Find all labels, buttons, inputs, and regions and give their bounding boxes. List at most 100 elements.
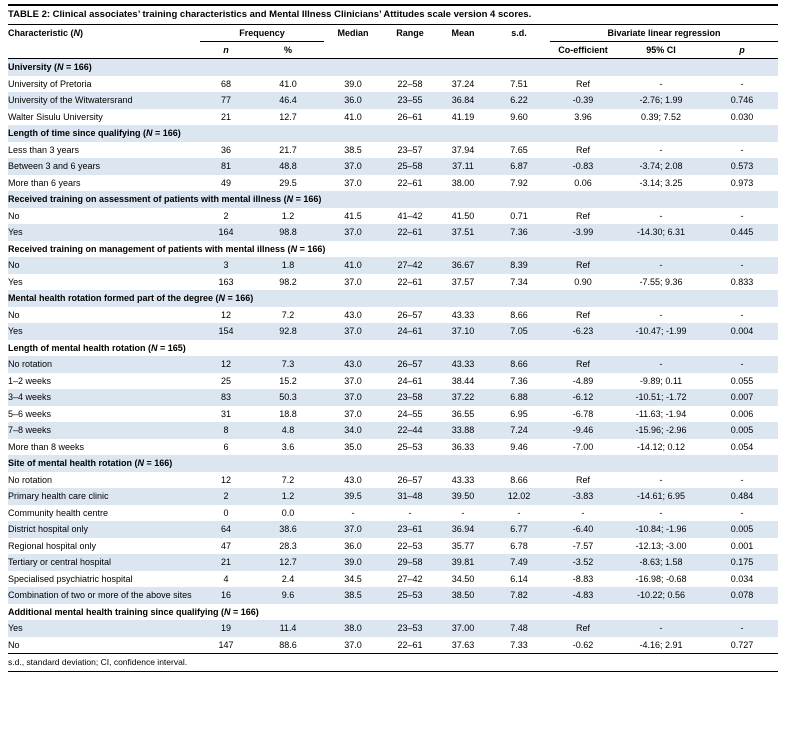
value-cell: - (659, 359, 663, 369)
value-cell: 38.6 (279, 524, 297, 534)
characteristic-cell: 5–6 weeks (8, 408, 52, 419)
value-cell: 47 (220, 540, 231, 551)
value-cell: 2 (223, 491, 229, 501)
value-cell: Ref (576, 260, 591, 270)
characteristic-cell: Yes (8, 623, 23, 633)
value-cell: 37.0 (344, 276, 362, 287)
value-cell: Ref (576, 210, 591, 221)
value-cell: - (740, 260, 744, 270)
value-cell: 9.60 (510, 111, 528, 122)
value-cell: -14.30; 6.31 (636, 227, 686, 237)
value-cell: 147 (200, 636, 252, 654)
value-cell: 7.82 (510, 590, 528, 600)
value-cell: 21.7 (279, 144, 297, 155)
value-cell: 3.96 (574, 111, 592, 122)
value-cell: - (740, 623, 744, 633)
value-cell: 29–58 (397, 557, 423, 567)
value-cell: 41–42 (397, 210, 423, 221)
value-cell: 0.90 (574, 276, 592, 287)
value-cell: 37.0 (344, 161, 362, 171)
value-cell: 0.004 (730, 326, 754, 336)
value-cell: 36.0 (344, 540, 362, 551)
value-cell: 34.0 (344, 425, 362, 435)
value-cell: Ref (576, 309, 591, 320)
value-cell: - (740, 359, 744, 369)
value-cell: 7.48 (510, 623, 528, 633)
data-row: No 12 7.2 43.0 26–57 43.33 8.66 Ref - - (8, 307, 778, 324)
value-cell: 4.8 (281, 425, 295, 435)
value-cell: 43.0 (344, 309, 362, 320)
column-header-n: n (200, 41, 252, 59)
value-cell: 0.445 (730, 227, 754, 237)
value-cell: -8.83 (572, 573, 594, 584)
data-row: Between 3 and 6 years 81 48.8 37.0 25–58 37.1… (8, 158, 779, 175)
value-cell: 6.77 (510, 524, 528, 534)
value-cell: 8 (223, 425, 229, 435)
value-cell: 38.0 (344, 623, 362, 633)
value-cell: -7.57 (572, 540, 594, 551)
value-cell: 12.7 (279, 111, 297, 122)
column-header-range: Range (382, 24, 439, 59)
value-cell: 0.06 (574, 177, 592, 188)
value-cell: 41.0 (344, 111, 362, 122)
data-row: University of Pretoria 68 41.0 39.0 22–58 37.… (8, 76, 778, 93)
value-cell: -3.74; 2.08 (639, 161, 683, 171)
data-row: No 3 1.8 41.0 27–42 36.67 8.39 Ref - - (8, 257, 779, 274)
value-cell: - (581, 507, 585, 518)
value-cell: 12.02 (507, 491, 531, 501)
data-row: No rotation 12 7.2 43.0 26–57 43.33 8.66 Ref - - (8, 472, 778, 489)
value-cell: 37.0 (344, 177, 362, 188)
value-cell: 43.0 (344, 474, 362, 485)
value-cell: Ref (576, 359, 591, 369)
value-cell: 36.84 (451, 95, 475, 105)
value-cell: 88.6 (252, 636, 325, 654)
value-cell: -11.63; -1.94 (635, 408, 687, 419)
value-cell: 37.0 (344, 227, 362, 237)
data-row: Primary health care clinic 2 1.2 39.5 31–48 3… (8, 488, 779, 505)
value-cell: - (659, 507, 663, 518)
data-row: Yes 163 98.2 37.0 22–61 37.57 7.34 0.90 -7.55; 9… (8, 274, 778, 291)
value-cell: 8.39 (510, 260, 528, 270)
value-cell: - (659, 474, 663, 485)
data-row: 5–6 weeks 31 18.8 37.0 24–55 36.55 6.95 -6.78 -1… (8, 406, 778, 423)
value-cell: 6 (223, 441, 229, 452)
value-cell: 19 (220, 623, 231, 633)
value-cell: 12 (220, 359, 231, 369)
value-cell: 39.0 (344, 78, 362, 89)
value-cell: 37.0 (324, 636, 383, 654)
characteristic-cell: No (8, 260, 20, 270)
value-cell: -8.63; 1.58 (639, 557, 683, 567)
value-cell: - (408, 507, 412, 518)
value-cell: Ref (576, 78, 591, 89)
value-cell: 0.727 (706, 636, 779, 654)
value-cell: 0.054 (730, 441, 754, 452)
data-row: Tertiary or central hospital 21 12.7 39.0 29… (8, 554, 779, 571)
value-cell: -12.13; -3.00 (635, 540, 687, 551)
characteristic-cell: Yes (8, 227, 23, 237)
value-cell: 25–53 (397, 441, 423, 452)
value-cell: 26–57 (397, 474, 423, 485)
value-cell: 37.0 (344, 408, 362, 419)
value-cell: 36.94 (451, 524, 475, 534)
value-cell: 37.0 (344, 375, 362, 386)
characteristic-cell: University of the Witwatersrand (8, 95, 133, 105)
data-row: Community health centre 0 0.0 - - - - - - - (8, 505, 778, 522)
value-cell: 37.00 (451, 623, 475, 633)
value-cell: - (740, 474, 744, 485)
value-cell: 39.0 (344, 557, 362, 567)
value-cell: 77 (220, 95, 231, 105)
section-header-row: Mental health rotation formed part of th… (8, 290, 779, 307)
value-cell: -0.39 (572, 95, 594, 105)
value-cell: 7.36 (510, 227, 528, 237)
value-cell: 22–58 (397, 78, 423, 89)
header-row-subcolumns: n % Co-efficient 95% CI p (8, 41, 779, 59)
value-cell: 43.33 (451, 359, 475, 369)
characteristic-cell: Yes (8, 326, 23, 336)
value-cell: 12.7 (279, 557, 297, 567)
value-cell: - (659, 78, 663, 89)
column-header-bivariate-regression: Bivariate linear regression (550, 24, 779, 42)
characteristic-cell: Tertiary or central hospital (8, 557, 112, 567)
value-cell: 6.14 (510, 573, 528, 584)
column-header-characteristic: Characteristic (N) (8, 24, 200, 59)
value-cell: -10.22; 0.56 (636, 590, 686, 600)
